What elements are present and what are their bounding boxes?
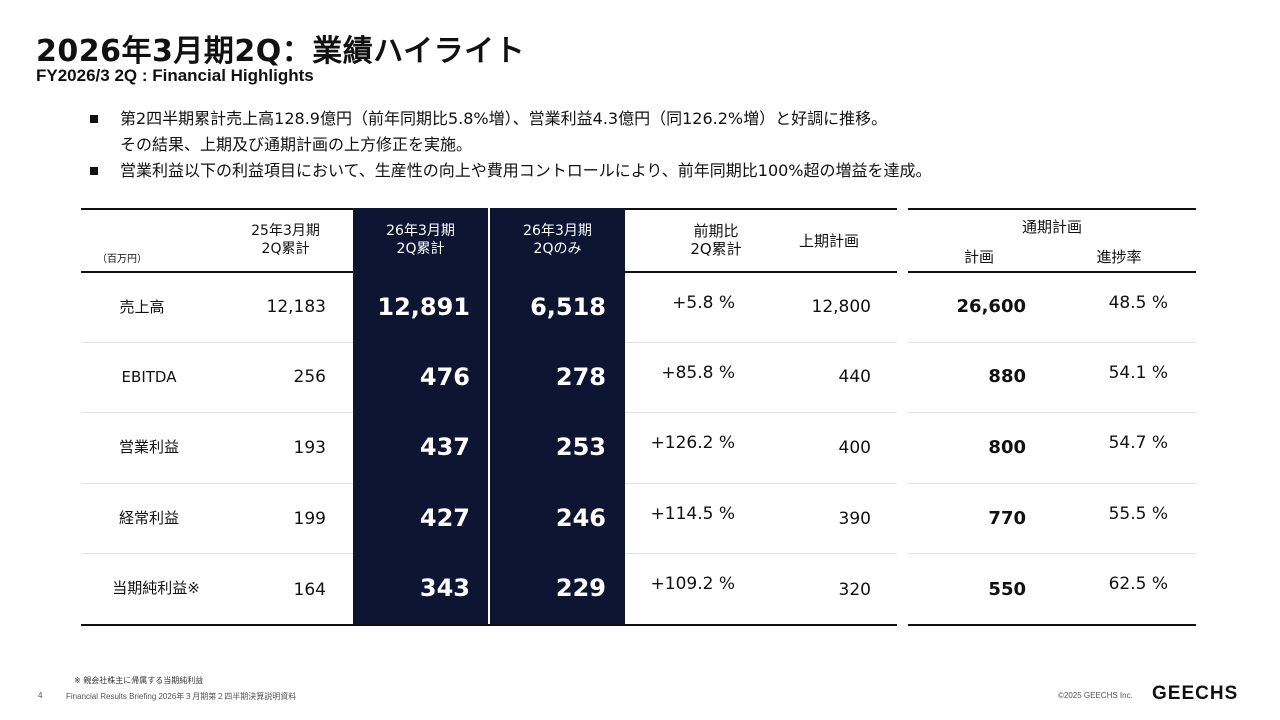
cell-h1-plan: 12,800: [811, 297, 871, 317]
table-top-rule: [81, 208, 353, 210]
unit-label: （百万円）: [97, 254, 147, 265]
cell-current-cumulative: 12,891: [377, 293, 470, 321]
cell-fy-progress: 62.5 %: [1108, 574, 1168, 594]
col-header-fy-plan: 計画: [963, 248, 994, 266]
cell-current-quarter: 253: [555, 433, 606, 461]
bullet-text: 第2四半期累計売上高128.9億円（前年同期比5.8%増）、営業利益4.3億円（…: [120, 109, 888, 128]
cell-current-quarter: 278: [555, 363, 606, 391]
col-header-h1-plan: 上期計画: [798, 232, 859, 250]
cell-current-cumulative: 343: [419, 574, 470, 602]
header-rule: [81, 271, 353, 273]
cell-yoy: +126.2 %: [650, 433, 735, 453]
col-header-current-cumulative: 26年3月期 2Q累計: [353, 208, 488, 272]
company-logo: GEECHS: [1152, 683, 1239, 704]
row-label: 当期純利益※: [112, 579, 200, 597]
highlight-bullets: 第2四半期累計売上高128.9億円（前年同期比5.8%増）、営業利益4.3億円（…: [90, 106, 932, 184]
cell-yoy: +85.8 %: [661, 363, 735, 383]
col-header-yoy: 前期比 2Q累計: [690, 222, 742, 258]
header-rule: [908, 271, 1196, 273]
col-header-current-quarter: 26年3月期 2Qのみ: [490, 208, 625, 272]
page-title: 2026年3月期2Q：業績ハイライト: [36, 34, 526, 69]
cell-h1-plan: 400: [838, 438, 871, 458]
financial-highlights-table: （百万円） 25年3月期 2Q累計 26年3月期 2Q累計 26年3月期 2Qのみ 前…: [81, 208, 1196, 626]
cell-current-cumulative: 427: [419, 504, 470, 532]
row-label: 売上高: [119, 298, 165, 316]
row-label: 経常利益: [118, 509, 179, 527]
page-subtitle: FY2026/3 2Q : Financial Highlights: [36, 66, 314, 85]
bullet-item: 営業利益以下の利益項目において、生産性の向上や費用コントロールにより、前年同期比…: [90, 158, 932, 184]
cell-fy-progress: 54.1 %: [1108, 363, 1168, 383]
col-header-full-year: 通期計画: [1021, 218, 1082, 236]
cell-fy-progress: 55.5 %: [1108, 504, 1168, 524]
current-quarter-column-bg: [490, 208, 625, 625]
table-top-rule: [625, 208, 897, 210]
document-name: Financial Results Briefing 2026年３月期第２四半期…: [66, 692, 297, 701]
cell-fy-plan: 26,600: [956, 296, 1026, 317]
page-number: 4: [38, 691, 43, 700]
cell-fy-plan: 550: [988, 579, 1026, 600]
cell-current-cumulative: 437: [419, 433, 470, 461]
table-bottom-rule: [908, 624, 1196, 626]
cell-h1-plan: 320: [838, 580, 871, 600]
cell-yoy: +109.2 %: [650, 574, 735, 594]
row-label: 営業利益: [118, 438, 179, 456]
cell-current-quarter: 246: [555, 504, 606, 532]
footnote: ※ 親会社株主に帰属する当期純利益: [74, 676, 204, 685]
cell-current-quarter: 229: [555, 574, 606, 602]
table-top-rule: [908, 208, 1196, 210]
cell-h1-plan: 440: [838, 367, 871, 387]
cell-prev: 12,183: [266, 297, 326, 317]
bullet-item: 第2四半期累計売上高128.9億円（前年同期比5.8%増）、営業利益4.3億円（…: [90, 106, 932, 132]
cell-prev: 164: [293, 580, 326, 600]
col-header-fy-progress: 進捗率: [1096, 248, 1142, 266]
table-bottom-rule: [81, 624, 897, 626]
cell-yoy: +5.8 %: [672, 293, 735, 313]
cell-current-quarter: 6,518: [530, 293, 606, 321]
current-cumulative-column-bg: [353, 208, 488, 625]
square-bullet-icon: [90, 115, 98, 123]
row-label: EBITDA: [121, 368, 177, 386]
cell-yoy: +114.5 %: [650, 504, 735, 524]
cell-h1-plan: 390: [838, 509, 871, 529]
cell-fy-plan: 770: [988, 508, 1026, 529]
bullet-text-continued: その結果、上期及び通期計画の上方修正を実施。: [120, 135, 473, 154]
cell-prev: 256: [293, 367, 326, 387]
cell-current-cumulative: 476: [419, 363, 470, 391]
cell-fy-progress: 54.7 %: [1108, 433, 1168, 453]
header-rule: [625, 271, 897, 273]
cell-prev: 199: [293, 509, 326, 529]
cell-fy-progress: 48.5 %: [1108, 293, 1168, 313]
cell-fy-plan: 800: [988, 437, 1026, 458]
cell-prev: 193: [293, 438, 326, 458]
col-header-prev: 25年3月期 2Q累計: [251, 223, 320, 257]
cell-fy-plan: 880: [988, 366, 1026, 387]
square-bullet-icon: [90, 167, 98, 175]
copyright: ©2025 GEECHS Inc.: [1058, 691, 1133, 700]
bullet-text: 営業利益以下の利益項目において、生産性の向上や費用コントロールにより、前年同期比…: [120, 161, 932, 180]
